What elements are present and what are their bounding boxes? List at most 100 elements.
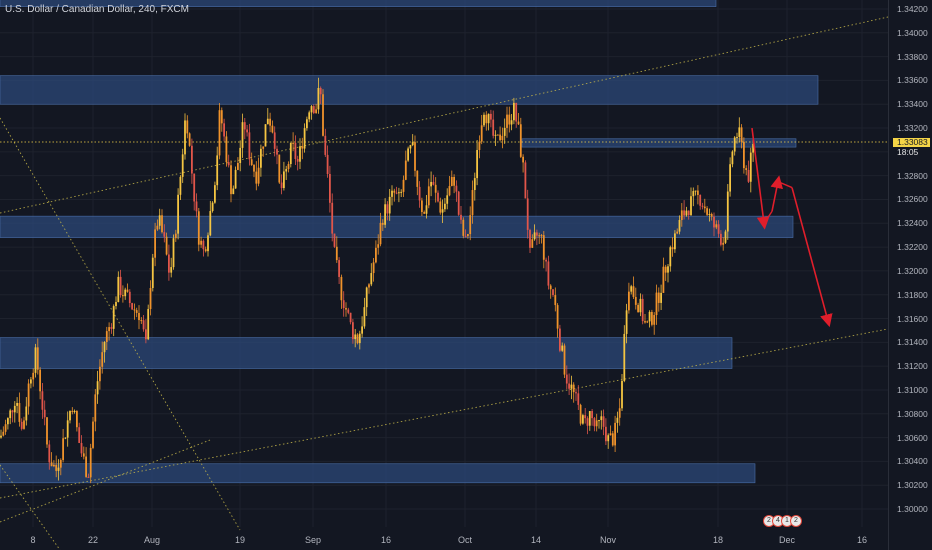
- trend-line: [0, 464, 61, 550]
- candle-body: [135, 310, 138, 313]
- candle-body: [280, 182, 283, 189]
- projection-arrow: [791, 187, 833, 328]
- candle-body: [524, 162, 527, 199]
- time-tick-label: 16: [856, 535, 868, 545]
- price-tick-label: 1.33600: [897, 75, 928, 86]
- candle-body: [340, 276, 343, 301]
- candle-body: [586, 418, 589, 426]
- candle-body: [112, 306, 115, 329]
- candle-body: [561, 345, 564, 351]
- candle-body: [607, 435, 610, 442]
- candle-body: [407, 148, 409, 161]
- candle-body: [34, 347, 37, 373]
- candle-body: [731, 151, 734, 165]
- candle-body: [11, 410, 14, 413]
- candle-body: [110, 327, 113, 329]
- candle-body: [611, 433, 614, 446]
- candle-body: [430, 181, 432, 187]
- candle-body: [255, 171, 258, 184]
- price-tick-label: 1.32200: [897, 242, 928, 253]
- candlestick-series: [0, 77, 754, 484]
- candle-body: [494, 134, 497, 136]
- time-tick-label: 14: [530, 535, 542, 545]
- candle-body: [349, 312, 352, 323]
- candle-body: [377, 244, 380, 248]
- candle-body: [446, 195, 449, 204]
- candle-body: [80, 442, 83, 454]
- candle-body: [234, 169, 237, 189]
- candle-body: [287, 164, 290, 170]
- candle-body: [296, 158, 299, 162]
- candle-body: [621, 380, 623, 409]
- candle-body: [25, 406, 28, 421]
- candle-body: [186, 120, 189, 134]
- candle-body: [609, 433, 612, 436]
- candle-body: [517, 121, 520, 125]
- candle-body: [657, 292, 660, 303]
- candle-body: [593, 418, 596, 427]
- candle-body: [434, 184, 437, 193]
- candle-body: [605, 426, 607, 442]
- candle-body: [391, 190, 393, 197]
- time-tick-label: 22: [87, 535, 99, 545]
- candle-body: [170, 267, 173, 273]
- candle-body: [726, 191, 729, 232]
- time-tick-label: Nov: [599, 535, 617, 545]
- candle-body: [575, 392, 577, 394]
- price-axis[interactable]: [888, 0, 932, 550]
- candle-body: [660, 292, 662, 303]
- candle-body: [444, 203, 446, 210]
- price-tick-label: 1.30200: [897, 480, 928, 491]
- candle-body: [510, 120, 513, 125]
- candle-body: [117, 276, 120, 303]
- candle-body: [699, 194, 702, 206]
- candle-body: [400, 191, 403, 193]
- price-tick-label: 1.32400: [897, 218, 928, 229]
- candle-body: [538, 235, 541, 237]
- candle-body: [66, 420, 69, 438]
- candle-body: [536, 232, 538, 236]
- candle-body: [630, 286, 633, 292]
- candle-body: [239, 147, 242, 164]
- candle-body: [423, 211, 426, 214]
- candle-body: [64, 437, 67, 439]
- candle-body: [161, 215, 163, 233]
- price-tick-label: 1.34000: [897, 27, 928, 38]
- candle-body: [253, 164, 255, 172]
- price-tick-label: 1.32800: [897, 170, 928, 181]
- candle-body: [453, 176, 455, 186]
- candle-body: [358, 333, 361, 344]
- trend-lines: [0, 16, 889, 550]
- price-tick-label: 1.31400: [897, 337, 928, 348]
- candle-body: [46, 417, 48, 445]
- candle-body: [48, 444, 51, 463]
- candle-body: [749, 152, 752, 182]
- candle-body: [62, 438, 64, 460]
- candle-body: [216, 155, 219, 186]
- candle-body: [752, 143, 754, 153]
- candle-body: [197, 211, 200, 245]
- candle-body: [87, 476, 90, 478]
- candle-body: [648, 311, 651, 322]
- candle-body: [614, 422, 616, 446]
- candle-body: [36, 347, 39, 370]
- candle-body: [193, 173, 196, 202]
- candle-body: [370, 273, 373, 285]
- candle-body: [687, 210, 690, 216]
- candle-body: [644, 321, 646, 323]
- candle-body: [23, 420, 25, 429]
- candle-body: [211, 202, 214, 212]
- candle-body: [676, 231, 679, 234]
- candle-body: [740, 127, 743, 142]
- candle-body: [177, 194, 179, 234]
- event-badge[interactable]: 2: [790, 515, 802, 527]
- candle-body: [266, 118, 269, 125]
- candle-body: [634, 296, 637, 305]
- candle-body: [565, 374, 568, 384]
- time-tick-label: Sep: [304, 535, 322, 545]
- price-tick-label: 1.31600: [897, 313, 928, 324]
- candle-body: [542, 235, 545, 260]
- candle-body: [122, 295, 124, 297]
